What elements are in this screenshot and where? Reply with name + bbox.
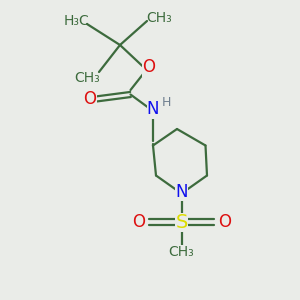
Text: O: O xyxy=(218,213,231,231)
Text: CH₃: CH₃ xyxy=(169,245,194,259)
Text: N: N xyxy=(175,183,188,201)
Text: S: S xyxy=(175,212,188,232)
Text: N: N xyxy=(147,100,159,118)
Text: H₃C: H₃C xyxy=(64,14,89,28)
Text: CH₃: CH₃ xyxy=(146,11,172,25)
Text: O: O xyxy=(132,213,145,231)
Text: H: H xyxy=(162,95,171,109)
Text: O: O xyxy=(142,58,155,76)
Text: CH₃: CH₃ xyxy=(74,71,100,85)
Text: O: O xyxy=(83,90,97,108)
